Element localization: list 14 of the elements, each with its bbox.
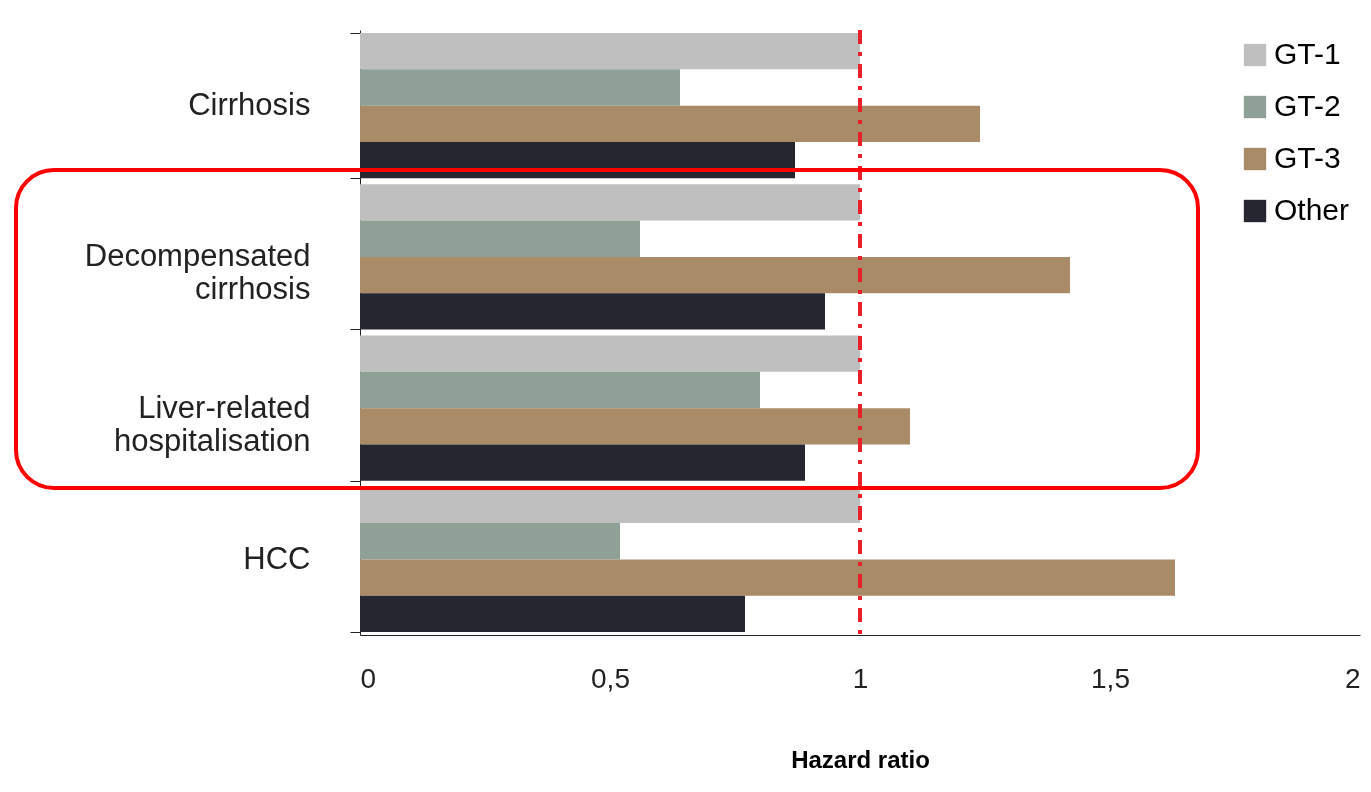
y-tick-label: Decompensated cirrhosis <box>84 238 311 307</box>
legend-label: GT-1 <box>1274 37 1341 70</box>
y-tick-label: Cirrhosis <box>188 87 311 123</box>
x-tick-label: 0,5 <box>591 662 630 694</box>
legend-label: GT-2 <box>1274 89 1341 122</box>
x-axis-title: Hazard ratio <box>791 745 930 773</box>
legend-label: Other <box>1274 193 1350 226</box>
x-tick-label: 0 <box>360 662 377 694</box>
x-tick-label: 2 <box>1344 662 1361 694</box>
legend-label: GT-3 <box>1274 141 1341 174</box>
x-tick-label: 1,5 <box>1091 662 1130 694</box>
y-tick-label: Liver-related hospitalisation <box>114 389 311 458</box>
x-tick-label: 1 <box>852 662 869 694</box>
y-tick-label: HCC <box>243 540 311 576</box>
